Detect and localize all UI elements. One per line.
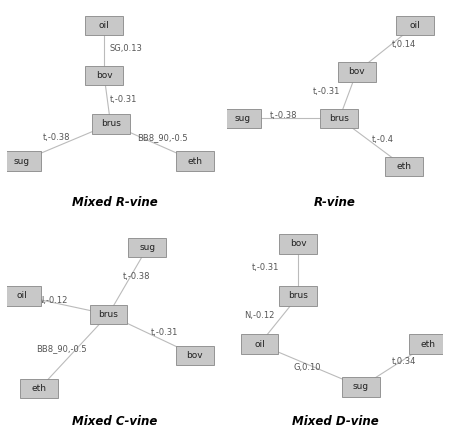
Text: brus: brus — [101, 119, 121, 128]
FancyBboxPatch shape — [3, 286, 41, 306]
Text: oil: oil — [99, 21, 109, 30]
Text: bov: bov — [348, 67, 365, 76]
Text: t,-0.31: t,-0.31 — [110, 95, 137, 104]
Text: t,-0.4: t,-0.4 — [372, 135, 394, 144]
FancyBboxPatch shape — [241, 335, 279, 354]
Text: Mixed C-vine: Mixed C-vine — [72, 415, 158, 428]
FancyBboxPatch shape — [85, 16, 123, 35]
Text: t,-0.38: t,-0.38 — [43, 133, 70, 142]
FancyBboxPatch shape — [223, 108, 261, 128]
FancyBboxPatch shape — [409, 335, 447, 354]
Text: Mixed R-vine: Mixed R-vine — [72, 196, 158, 209]
FancyBboxPatch shape — [396, 16, 434, 35]
Text: sug: sug — [234, 114, 250, 123]
Text: brus: brus — [329, 114, 349, 123]
Text: t,-0.38: t,-0.38 — [270, 111, 297, 120]
Text: oil: oil — [17, 291, 27, 300]
Text: R-vine: R-vine — [314, 196, 356, 209]
FancyBboxPatch shape — [92, 114, 130, 134]
Text: t,-0.31: t,-0.31 — [313, 87, 340, 96]
Text: N,-0.12: N,-0.12 — [37, 296, 68, 305]
Text: eth: eth — [32, 384, 47, 393]
Text: oil: oil — [254, 340, 265, 349]
FancyBboxPatch shape — [338, 62, 376, 82]
FancyBboxPatch shape — [342, 377, 380, 397]
Text: bov: bov — [96, 71, 112, 80]
FancyBboxPatch shape — [20, 379, 58, 398]
Text: t,-0.38: t,-0.38 — [123, 272, 150, 281]
Text: t,-0.31: t,-0.31 — [252, 263, 279, 272]
Text: bov: bov — [290, 240, 306, 248]
FancyBboxPatch shape — [279, 286, 317, 306]
Text: G,0.10: G,0.10 — [293, 363, 321, 372]
Text: eth: eth — [420, 340, 436, 349]
Text: BB8_90,-0.5: BB8_90,-0.5 — [137, 133, 188, 142]
Text: brus: brus — [99, 310, 118, 319]
Text: t,0.34: t,0.34 — [392, 357, 416, 366]
Text: oil: oil — [410, 21, 420, 30]
FancyBboxPatch shape — [3, 151, 41, 171]
FancyBboxPatch shape — [176, 151, 214, 171]
Text: N,-0.12: N,-0.12 — [244, 311, 274, 320]
FancyBboxPatch shape — [85, 66, 123, 85]
Text: sug: sug — [139, 243, 155, 252]
FancyBboxPatch shape — [385, 157, 423, 176]
Text: t,-0.31: t,-0.31 — [151, 328, 178, 337]
Text: bov: bov — [187, 351, 203, 360]
FancyBboxPatch shape — [320, 108, 358, 128]
Text: brus: brus — [288, 291, 308, 300]
FancyBboxPatch shape — [128, 238, 166, 257]
Text: Mixed D-vine: Mixed D-vine — [292, 415, 378, 428]
FancyBboxPatch shape — [90, 305, 127, 324]
FancyBboxPatch shape — [176, 345, 214, 365]
FancyBboxPatch shape — [279, 234, 317, 253]
Text: eth: eth — [397, 162, 412, 171]
Text: sug: sug — [353, 382, 369, 391]
Text: BB8_90,-0.5: BB8_90,-0.5 — [36, 344, 86, 353]
Text: sug: sug — [14, 157, 30, 165]
Text: SG,0.13: SG,0.13 — [109, 44, 142, 53]
Text: t,0.14: t,0.14 — [392, 39, 416, 49]
Text: eth: eth — [187, 157, 202, 165]
